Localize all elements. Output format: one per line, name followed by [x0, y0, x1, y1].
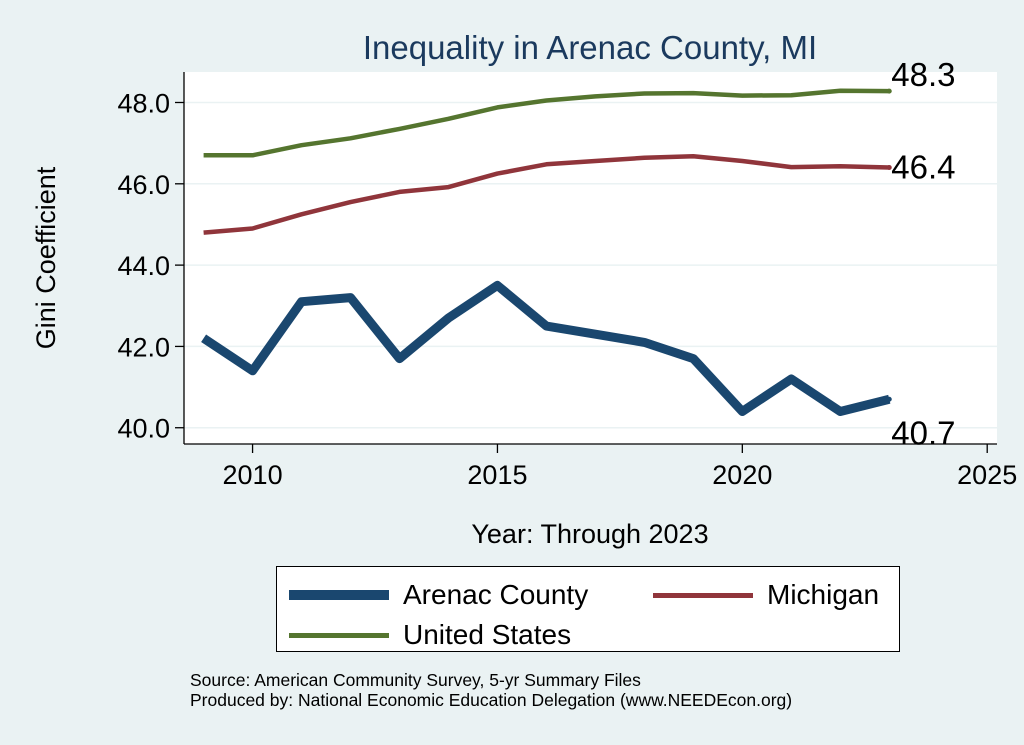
x-tick-label: 2020 — [712, 460, 772, 490]
legend-label-arenac-county: Arenac County — [403, 579, 589, 610]
x-tick-label: 2010 — [223, 460, 283, 490]
x-axis-title: Year: Through 2023 — [471, 519, 708, 549]
series-lines — [201, 88, 892, 416]
y-tick-label: 44.0 — [117, 251, 170, 281]
plot-area — [184, 72, 997, 444]
series-end-point-united-states — [886, 88, 892, 94]
legend-swatch-arenac-county — [289, 590, 389, 600]
series-end-point-michigan — [886, 165, 892, 171]
source-line: Source: American Community Survey, 5-yr … — [190, 670, 641, 690]
end-label-michigan: 46.4 — [891, 149, 955, 186]
chart-title: Inequality in Arenac County, MI — [363, 29, 817, 66]
legend-label-michigan: Michigan — [767, 579, 880, 610]
y-tick-label: 48.0 — [117, 88, 170, 118]
end-label-united-states: 48.3 — [891, 56, 955, 93]
y-axis-ticks: 40.0 42.0 44.0 46.0 48.0 — [117, 88, 184, 444]
gridlines — [184, 101, 997, 429]
legend-item-michigan: Michigan — [653, 575, 879, 615]
legend-swatch-michigan — [653, 592, 753, 598]
producer-line: Produced by: National Economic Education… — [190, 690, 793, 710]
source-note: Source: American Community Survey, 5-yr … — [190, 670, 792, 710]
x-tick-label: 2025 — [957, 460, 1017, 490]
legend-item-arenac-county: Arenac County — [289, 575, 588, 615]
series-line-arenac-county — [201, 280, 891, 416]
y-tick-label: 40.0 — [117, 414, 170, 444]
y-axis-title: Gini Coefficient — [31, 166, 61, 349]
legend-item-united-states: United States — [289, 615, 571, 655]
legend: Arenac County Michigan United States — [276, 566, 900, 652]
series-line-united-states — [203, 88, 890, 158]
x-tick-label: 2015 — [467, 460, 527, 490]
end-label-arenac-county: 40.7 — [891, 414, 955, 451]
end-labels: 40.7 46.4 48.3 — [891, 56, 955, 451]
y-tick-label: 46.0 — [117, 170, 170, 200]
series-end-point-arenac-county — [886, 396, 892, 402]
series-line-michigan — [203, 153, 890, 235]
legend-label-united-states: United States — [403, 619, 572, 650]
x-axis-ticks: 2010 2015 2020 2025 — [223, 444, 1017, 490]
legend-swatch-united-states — [289, 632, 389, 638]
y-tick-label: 42.0 — [117, 332, 170, 362]
